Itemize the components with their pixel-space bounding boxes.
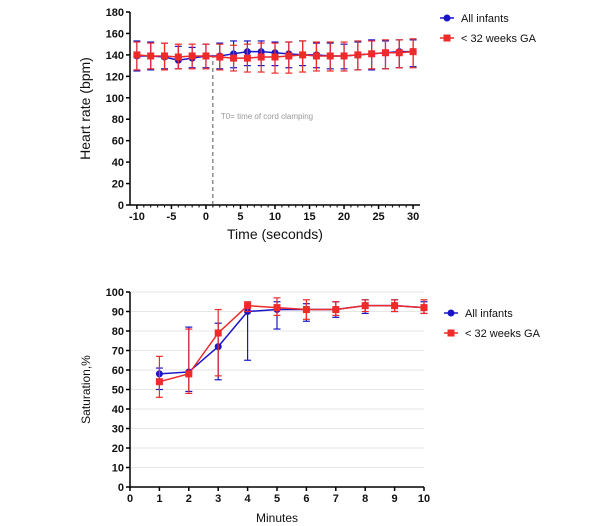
x-tick-label: 7 (333, 493, 339, 505)
x-tick-label: 25 (372, 211, 384, 223)
x-tick-label: 0 (203, 211, 209, 223)
data-point (391, 302, 399, 310)
legend-label: All infants (461, 13, 509, 25)
series-preterm (133, 38, 417, 74)
data-point (133, 51, 141, 59)
legend-item: < 32 weeks GA (444, 328, 541, 340)
saturation-chart: 0 10 20 30 40 50 60 70 80 90 100 0 1 2 3 4 5 6 7 8 9 10 Satura… (79, 287, 541, 525)
x-axis-title: Minutes (256, 511, 298, 525)
y-tick-label: 90 (112, 307, 124, 319)
series-line (159, 304, 425, 375)
x-tick-label: 6 (303, 493, 309, 505)
y-tick-label: 100 (106, 93, 124, 105)
y-tick-label: 40 (112, 157, 124, 169)
data-point (188, 52, 196, 60)
x-axis-title: Time (seconds) (227, 226, 323, 242)
data-point (185, 370, 193, 378)
legend-marker (443, 34, 451, 42)
data-point (271, 53, 279, 61)
data-point (312, 52, 320, 60)
y-tick-label: 30 (112, 424, 124, 436)
data-point (368, 50, 376, 58)
series-preterm (155, 297, 428, 398)
y-tick-label: 80 (112, 326, 124, 338)
data-point (299, 51, 307, 59)
y-tick-label: 60 (112, 365, 124, 377)
y-tick-label: 100 (106, 287, 124, 299)
x-tick-label: 0 (127, 493, 133, 505)
data-point (147, 52, 155, 60)
legend-marker (447, 309, 455, 317)
heart-rate-chart: 0 20 40 60 80 100 120 140 160 180 -10 -5 0 5 10 15 20 25 3… (77, 7, 537, 242)
y-tick-label: 20 (112, 179, 124, 191)
x-tick-label: 5 (274, 493, 280, 505)
data-point (420, 304, 428, 312)
y-tick-label: 180 (106, 7, 124, 19)
data-point (257, 53, 265, 61)
data-point (161, 52, 169, 60)
data-point (202, 52, 210, 60)
data-point (155, 378, 163, 386)
legend-item: All infants (444, 308, 513, 320)
y-tick-label: 140 (106, 50, 124, 62)
annotation-label: T0= time of cord clamping (221, 112, 313, 121)
x-tick-label: 30 (407, 211, 419, 223)
y-tick-label: 0 (118, 482, 124, 494)
x-tick-label: 3 (215, 493, 221, 505)
y-tick-label: 60 (112, 136, 124, 148)
y-tick-label: 160 (106, 28, 124, 40)
legend-marker (443, 14, 451, 22)
y-axis-title: Saturation,% (79, 355, 93, 424)
y-tick-label: 40 (112, 404, 124, 416)
data-point (354, 51, 362, 59)
series-all-infants (155, 299, 428, 393)
data-point (243, 54, 251, 62)
x-tick-label: -10 (129, 211, 145, 223)
series-line (159, 304, 425, 383)
x-tick-label: 8 (362, 493, 368, 505)
data-point (332, 306, 340, 314)
legend-label: All infants (465, 308, 513, 320)
y-tick-label: 0 (118, 200, 124, 212)
x-tick-label: 10 (269, 211, 281, 223)
legend-marker (447, 329, 455, 337)
legend-item: < 32 weeks GA (440, 33, 537, 45)
data-point (340, 52, 348, 60)
y-axis-title: Heart rate (bpm) (77, 57, 93, 160)
data-point (326, 52, 334, 60)
data-point (395, 49, 403, 57)
data-point (244, 302, 252, 310)
x-tick-label: 5 (237, 211, 243, 223)
x-tick-label: 10 (418, 493, 430, 505)
data-point (409, 48, 417, 56)
data-point (361, 302, 369, 310)
x-tick-label: 2 (186, 493, 192, 505)
data-point (302, 306, 310, 314)
legend-item: All infants (440, 13, 509, 25)
y-tick-label: 120 (106, 71, 124, 83)
y-tick-label: 70 (112, 346, 124, 358)
y-tick-label: 20 (112, 443, 124, 455)
data-point (214, 329, 222, 337)
data-point (273, 304, 281, 312)
data-point (285, 52, 293, 60)
data-point (381, 49, 389, 57)
y-tick-label: 80 (112, 114, 124, 126)
y-tick-label: 50 (112, 385, 124, 397)
data-point (216, 53, 224, 61)
x-tick-label: 1 (156, 493, 162, 505)
x-tick-label: 20 (338, 211, 350, 223)
x-tick-label: 15 (303, 211, 315, 223)
x-tick-label: -5 (167, 211, 177, 223)
y-tick-label: 10 (112, 463, 124, 475)
legend-label: < 32 weeks GA (461, 33, 537, 45)
x-tick-label: 4 (245, 493, 252, 505)
data-point (174, 53, 182, 61)
legend-label: < 32 weeks GA (465, 328, 541, 340)
data-point (230, 54, 238, 62)
x-tick-label: 9 (392, 493, 398, 505)
